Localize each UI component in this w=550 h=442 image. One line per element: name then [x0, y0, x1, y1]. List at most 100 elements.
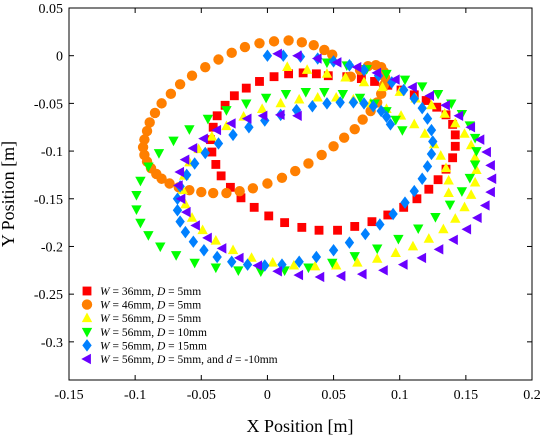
series-4-point: [155, 242, 166, 253]
series-2-point: [375, 88, 387, 100]
series-5-point: [175, 215, 185, 228]
series-4-point: [397, 126, 408, 136]
series-1-point: [314, 225, 324, 235]
series-4-point: [381, 69, 392, 80]
series-3-point: [407, 240, 419, 251]
series-6-point: [479, 200, 490, 211]
series-6-point: [485, 186, 495, 198]
legend-value-text: = 56mm,: [110, 313, 157, 325]
series-4-point: [430, 212, 441, 223]
series-6-point: [472, 212, 482, 224]
series-2-point: [283, 35, 294, 46]
series-6-point: [465, 122, 476, 133]
legend-marker: [82, 286, 92, 296]
series-3-point: [210, 235, 222, 245]
series-2-point: [303, 158, 314, 169]
series-6-point: [274, 109, 285, 121]
legend-variable: D: [156, 286, 166, 298]
series-6-point: [272, 48, 282, 59]
series-4-point: [444, 200, 456, 211]
series-5-point: [399, 83, 409, 97]
series-2-point: [296, 37, 308, 48]
series-4-point: [471, 147, 482, 157]
legend-value-text: = 5mm: [165, 313, 201, 325]
series-3-point: [409, 118, 420, 129]
series-5-point: [188, 235, 199, 248]
x-tick-label: 0.15: [454, 388, 479, 403]
series-4-point: [202, 114, 214, 125]
series-1-point: [241, 83, 251, 93]
series-4-point: [170, 251, 182, 261]
legend-variable: D: [156, 300, 166, 312]
series-3-point: [340, 71, 351, 82]
legend-value-text: = 36mm,: [110, 286, 157, 298]
series-2-point: [328, 141, 339, 152]
series-2-point: [196, 186, 207, 198]
series-5-point: [359, 97, 369, 110]
series-6-point: [241, 113, 252, 124]
series-2-point: [268, 36, 280, 47]
series-1-point: [412, 194, 422, 204]
series-2-point: [316, 149, 327, 161]
x-axis-title: X Position [m]: [246, 416, 353, 436]
series-3-point: [301, 64, 313, 74]
series-1-point: [211, 160, 221, 169]
legend-item: W = 56mm, D = 5mm: [81, 312, 201, 325]
series-2-point: [200, 61, 211, 73]
series-5-point: [189, 157, 200, 170]
series-6-point: [486, 173, 497, 184]
series-3-point: [459, 128, 470, 138]
legend-variable: W: [100, 313, 111, 325]
series-2-point: [247, 183, 259, 194]
series-5-point: [417, 172, 427, 185]
series-6-point: [461, 224, 472, 235]
series-6-point: [474, 134, 485, 145]
series-2-point: [174, 79, 186, 90]
series-6-point: [356, 268, 367, 280]
legend-value-text: = 56mm,: [110, 354, 157, 366]
series-3-point: [180, 198, 191, 209]
series-2-point: [338, 132, 350, 143]
series-3-point: [438, 223, 449, 234]
legend-value-text: = 56mm,: [110, 340, 157, 352]
series-3-point: [267, 256, 278, 267]
series-4-point: [432, 89, 444, 100]
legend-item: W = 56mm, D = 10mm: [81, 327, 207, 339]
legend-value-text: = -10mm: [232, 354, 278, 366]
series-3-point: [450, 117, 461, 128]
series-3-point: [309, 260, 321, 271]
legend-variable: D: [156, 354, 166, 366]
series-2-point: [186, 70, 198, 81]
series-1-point: [370, 77, 379, 86]
series-4-point: [131, 191, 142, 201]
series-5-point: [213, 137, 224, 150]
series-1-point: [311, 69, 321, 79]
series-4-point: [221, 106, 232, 116]
x-tick-label: 0.05: [321, 388, 346, 403]
series-5-point: [172, 203, 183, 217]
y-tick-label: -0.3: [41, 336, 63, 351]
series-1-point: [421, 96, 431, 105]
series-1-point: [450, 141, 460, 151]
series-3-point: [423, 233, 435, 243]
legend-value-text: = 10mm: [165, 327, 207, 339]
series-2-point: [156, 98, 167, 109]
series-1-point: [207, 147, 217, 157]
series-1-point: [356, 74, 366, 84]
series-4-point: [417, 82, 428, 92]
legend-marker: [81, 299, 93, 310]
series-2-point: [213, 54, 224, 65]
series-2-point: [141, 125, 153, 137]
series-1-point: [367, 217, 377, 227]
series-4-point: [280, 89, 292, 100]
data-points: [131, 35, 497, 283]
series-1-point: [333, 225, 342, 235]
series-2-point: [357, 114, 368, 125]
series-3-point: [275, 97, 286, 108]
series-1-point: [236, 193, 246, 203]
series-5-point: [311, 250, 322, 264]
series-4-point: [337, 89, 349, 100]
series-4-point: [372, 244, 383, 255]
series-1-point: [220, 100, 230, 110]
